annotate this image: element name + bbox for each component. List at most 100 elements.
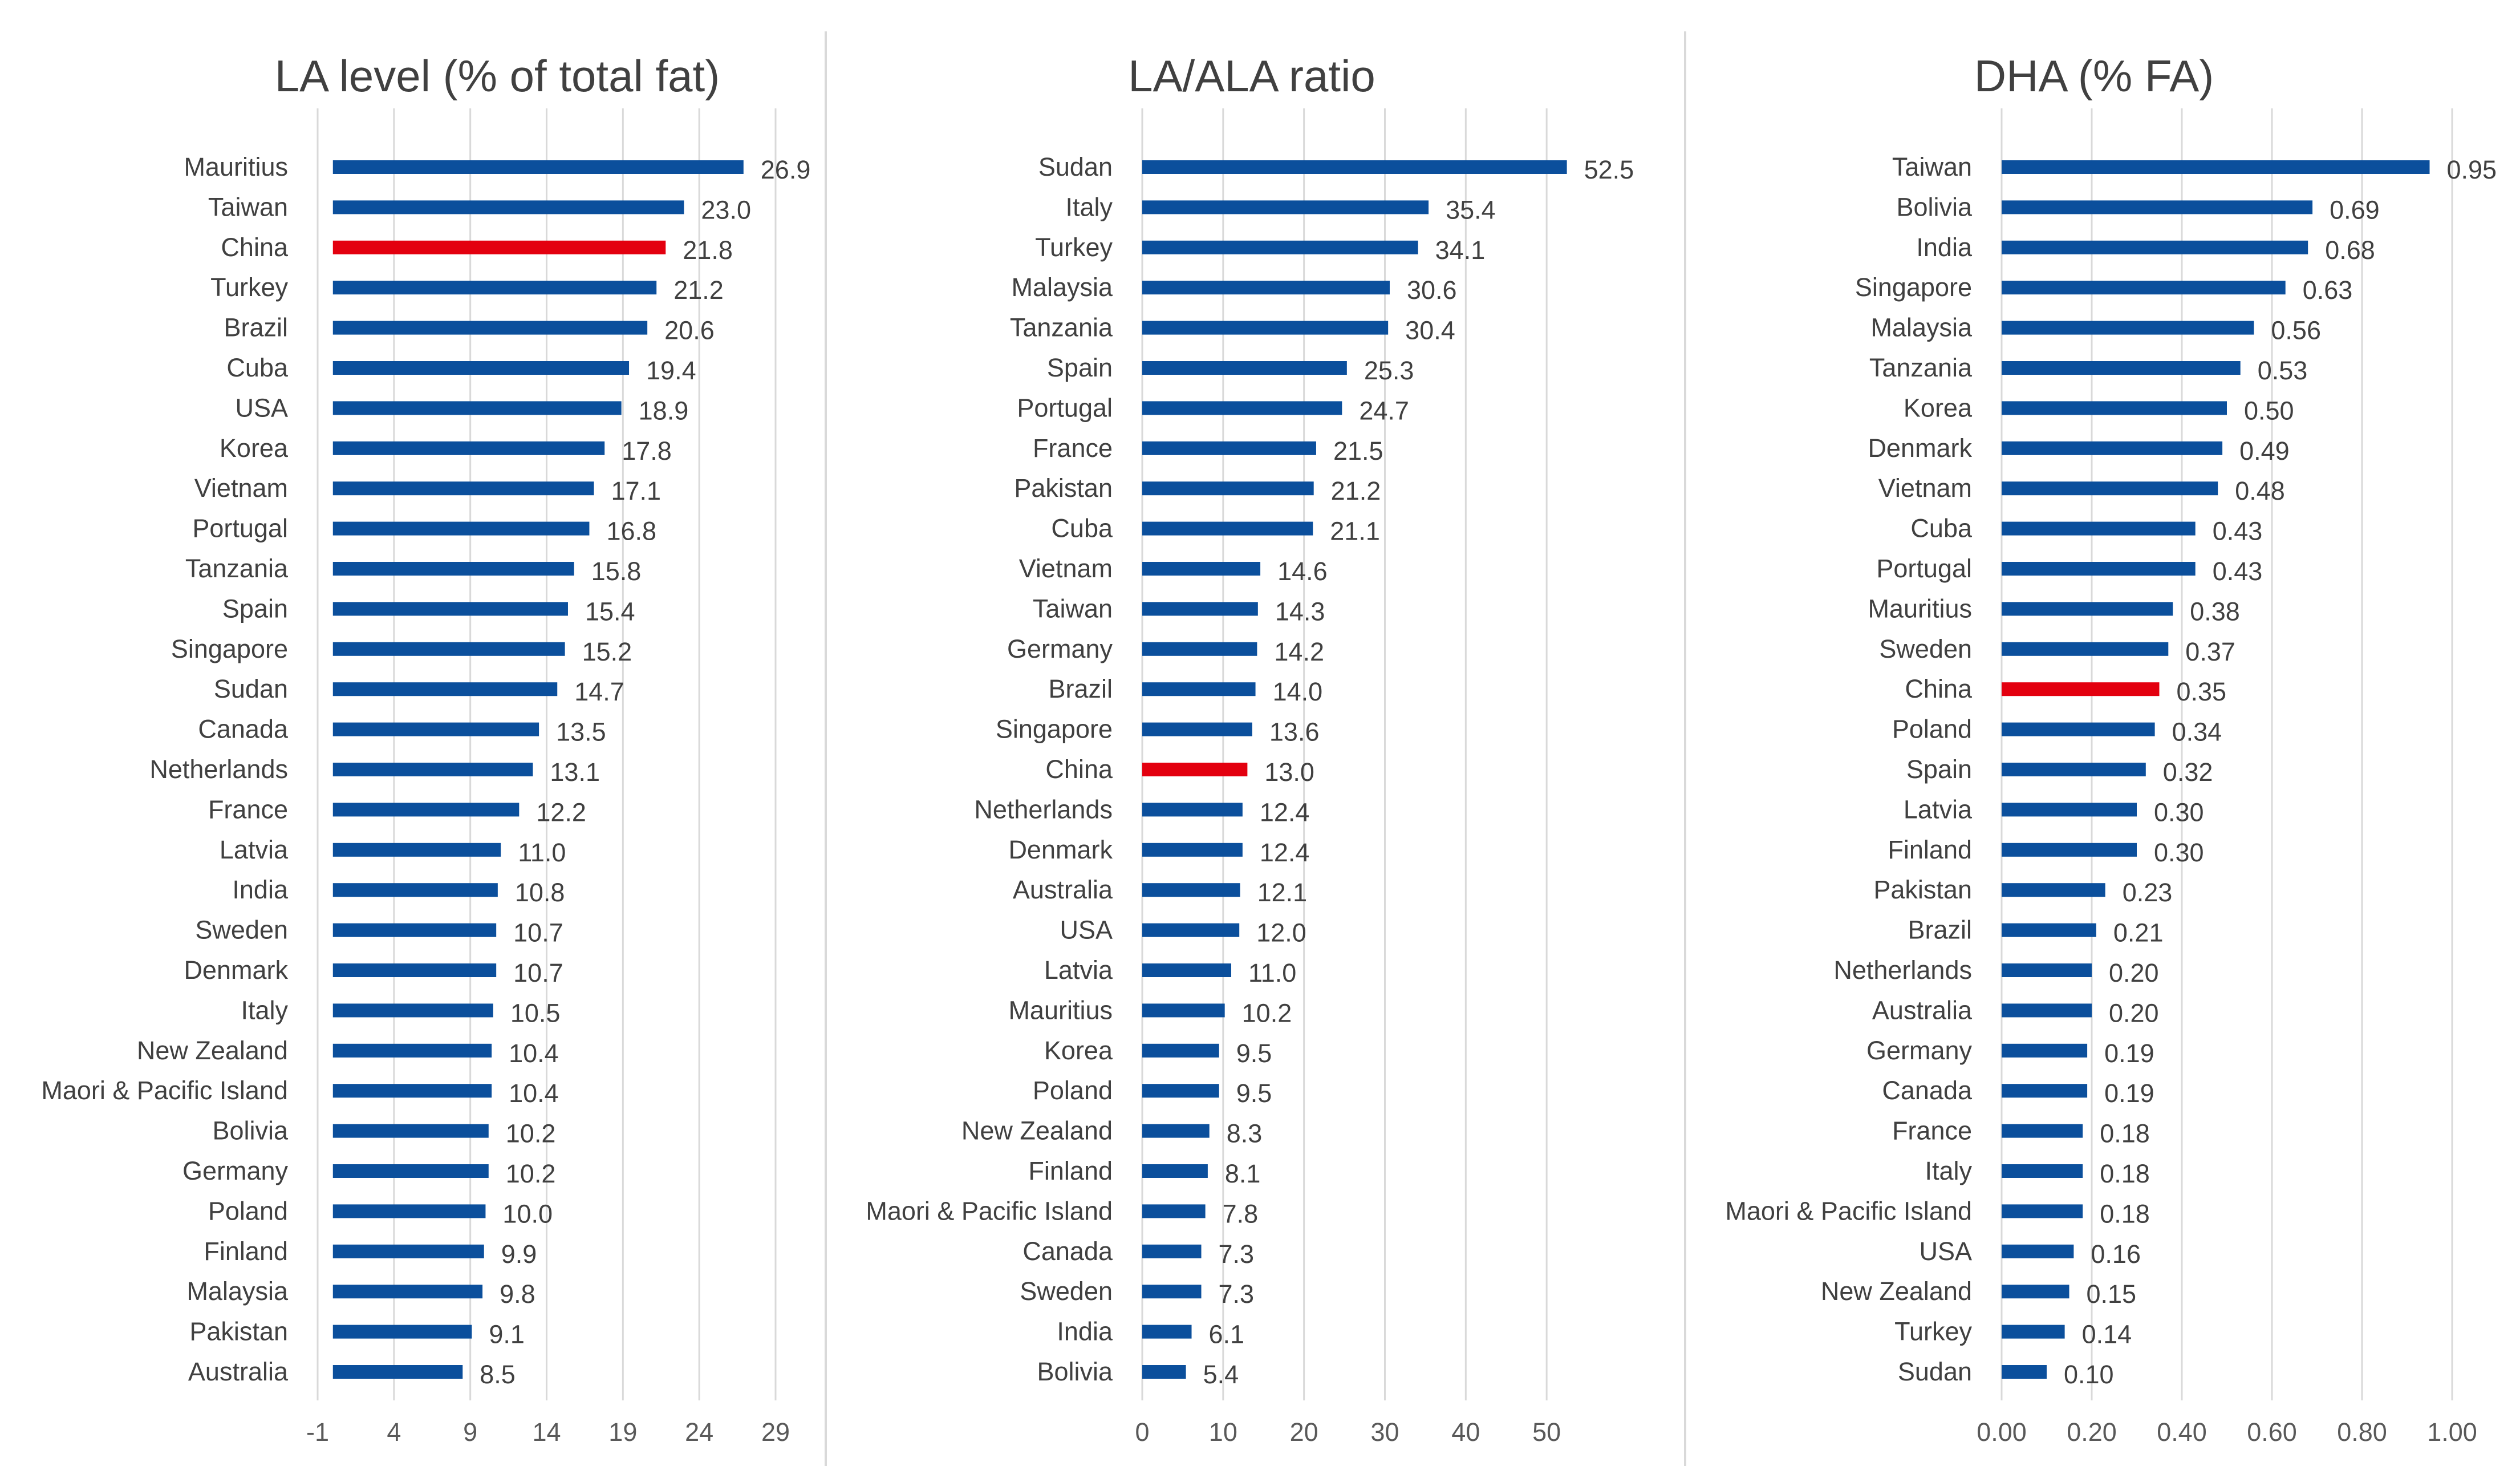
bar bbox=[332, 521, 590, 536]
bar bbox=[332, 1365, 463, 1379]
bar bbox=[1142, 1325, 1192, 1339]
data-label: 0.18 bbox=[2100, 1159, 2150, 1188]
bar bbox=[332, 200, 684, 214]
data-label: 0.19 bbox=[2104, 1039, 2154, 1068]
bar bbox=[2002, 441, 2223, 455]
bar bbox=[332, 602, 568, 616]
category-label: New Zealand bbox=[137, 1036, 288, 1065]
bar bbox=[2002, 160, 2430, 174]
x-tick-label: 0.80 bbox=[2337, 1418, 2387, 1447]
bar bbox=[2002, 1084, 2088, 1098]
data-label: 0.50 bbox=[2244, 396, 2294, 425]
category-label: Malaysia bbox=[186, 1277, 289, 1306]
bar bbox=[2002, 803, 2137, 817]
category-label: Cuba bbox=[1910, 514, 1973, 543]
category-label: Sudan bbox=[1898, 1357, 1972, 1386]
bar bbox=[1142, 521, 1313, 536]
data-label: 16.8 bbox=[606, 517, 656, 546]
category-label: Sudan bbox=[214, 674, 288, 703]
category-label: Portugal bbox=[1017, 393, 1113, 422]
data-label: 0.95 bbox=[2447, 155, 2497, 184]
data-label: 0.10 bbox=[2064, 1360, 2114, 1389]
category-label: Maori & Pacific Island bbox=[1725, 1196, 1972, 1225]
category-label: Sweden bbox=[1879, 634, 1972, 663]
data-label: 15.2 bbox=[582, 637, 632, 666]
data-label: 7.3 bbox=[1219, 1279, 1255, 1309]
x-tick-label: 0.00 bbox=[1977, 1418, 2027, 1447]
bar bbox=[1142, 361, 1347, 375]
data-label: 7.8 bbox=[1223, 1199, 1259, 1228]
category-label: USA bbox=[235, 393, 288, 422]
data-label: 34.1 bbox=[1435, 236, 1486, 265]
bar bbox=[332, 1285, 483, 1299]
category-label: Tanzania bbox=[1010, 313, 1113, 342]
data-label: 0.63 bbox=[2303, 276, 2353, 305]
x-tick-label: 40 bbox=[1451, 1418, 1480, 1447]
data-label: 30.4 bbox=[1405, 316, 1455, 345]
bar bbox=[2002, 361, 2241, 375]
bar bbox=[332, 281, 657, 295]
bar bbox=[1142, 1365, 1186, 1379]
data-label: 0.16 bbox=[2091, 1240, 2141, 1269]
bar bbox=[332, 1244, 484, 1258]
data-label: 15.8 bbox=[591, 557, 642, 586]
data-label: 11.0 bbox=[1248, 958, 1296, 987]
data-label: 19.4 bbox=[646, 356, 696, 385]
category-label: Portugal bbox=[1876, 554, 1972, 583]
category-label: Sudan bbox=[1038, 152, 1113, 181]
bar bbox=[332, 240, 666, 254]
data-label: 14.0 bbox=[1273, 677, 1323, 706]
data-label: 23.0 bbox=[701, 195, 751, 224]
bar bbox=[332, 722, 539, 736]
category-label: Cuba bbox=[226, 353, 289, 382]
data-label: 10.4 bbox=[509, 1039, 559, 1068]
category-label: Vietnam bbox=[1878, 473, 1972, 503]
bar bbox=[332, 441, 605, 455]
category-label: Singapore bbox=[171, 634, 288, 663]
bar bbox=[332, 160, 744, 174]
category-label: Vietnam bbox=[1019, 554, 1113, 583]
bar bbox=[2002, 642, 2169, 656]
category-label: Finland bbox=[1888, 835, 1972, 864]
bar bbox=[2002, 1244, 2074, 1258]
category-label: Canada bbox=[1022, 1237, 1113, 1266]
data-label: 21.2 bbox=[673, 276, 724, 305]
bar bbox=[332, 803, 520, 817]
bar bbox=[332, 562, 574, 576]
x-tick-label: 19 bbox=[608, 1418, 637, 1447]
data-label: 0.15 bbox=[2087, 1279, 2137, 1309]
category-label: Netherlands bbox=[1833, 955, 1972, 985]
category-label: Netherlands bbox=[974, 795, 1113, 824]
data-label: 30.6 bbox=[1407, 276, 1457, 305]
data-label: 14.3 bbox=[1275, 597, 1325, 626]
bar bbox=[2002, 923, 2096, 937]
data-label: 0.18 bbox=[2100, 1119, 2150, 1148]
bar bbox=[332, 1164, 489, 1178]
category-label: New Zealand bbox=[961, 1116, 1113, 1145]
data-label: 0.43 bbox=[2213, 517, 2263, 546]
category-label: Australia bbox=[1013, 875, 1113, 904]
category-label: New Zealand bbox=[1821, 1277, 1972, 1306]
bar bbox=[2002, 281, 2286, 295]
data-label: 10.0 bbox=[502, 1199, 553, 1228]
category-label: Vietnam bbox=[194, 473, 288, 503]
data-label: 6.1 bbox=[1209, 1320, 1245, 1349]
category-label: Malaysia bbox=[1870, 313, 1973, 342]
x-tick-label: 20 bbox=[1290, 1418, 1318, 1447]
bar bbox=[332, 963, 497, 977]
bar bbox=[332, 883, 498, 897]
bar bbox=[1142, 481, 1314, 496]
data-label: 25.3 bbox=[1364, 356, 1414, 385]
data-label: 9.9 bbox=[501, 1240, 537, 1269]
bar bbox=[1142, 602, 1258, 616]
bar bbox=[332, 1325, 472, 1339]
bar bbox=[1142, 1084, 1219, 1098]
bar bbox=[332, 1084, 492, 1098]
bar bbox=[2002, 1003, 2092, 1018]
data-label: 12.2 bbox=[536, 797, 586, 827]
category-label: Singapore bbox=[996, 715, 1113, 744]
category-label: Italy bbox=[1065, 192, 1113, 221]
category-label: Spain bbox=[222, 594, 288, 623]
category-label: Mauritius bbox=[1008, 995, 1113, 1024]
category-label: Latvia bbox=[220, 835, 289, 864]
